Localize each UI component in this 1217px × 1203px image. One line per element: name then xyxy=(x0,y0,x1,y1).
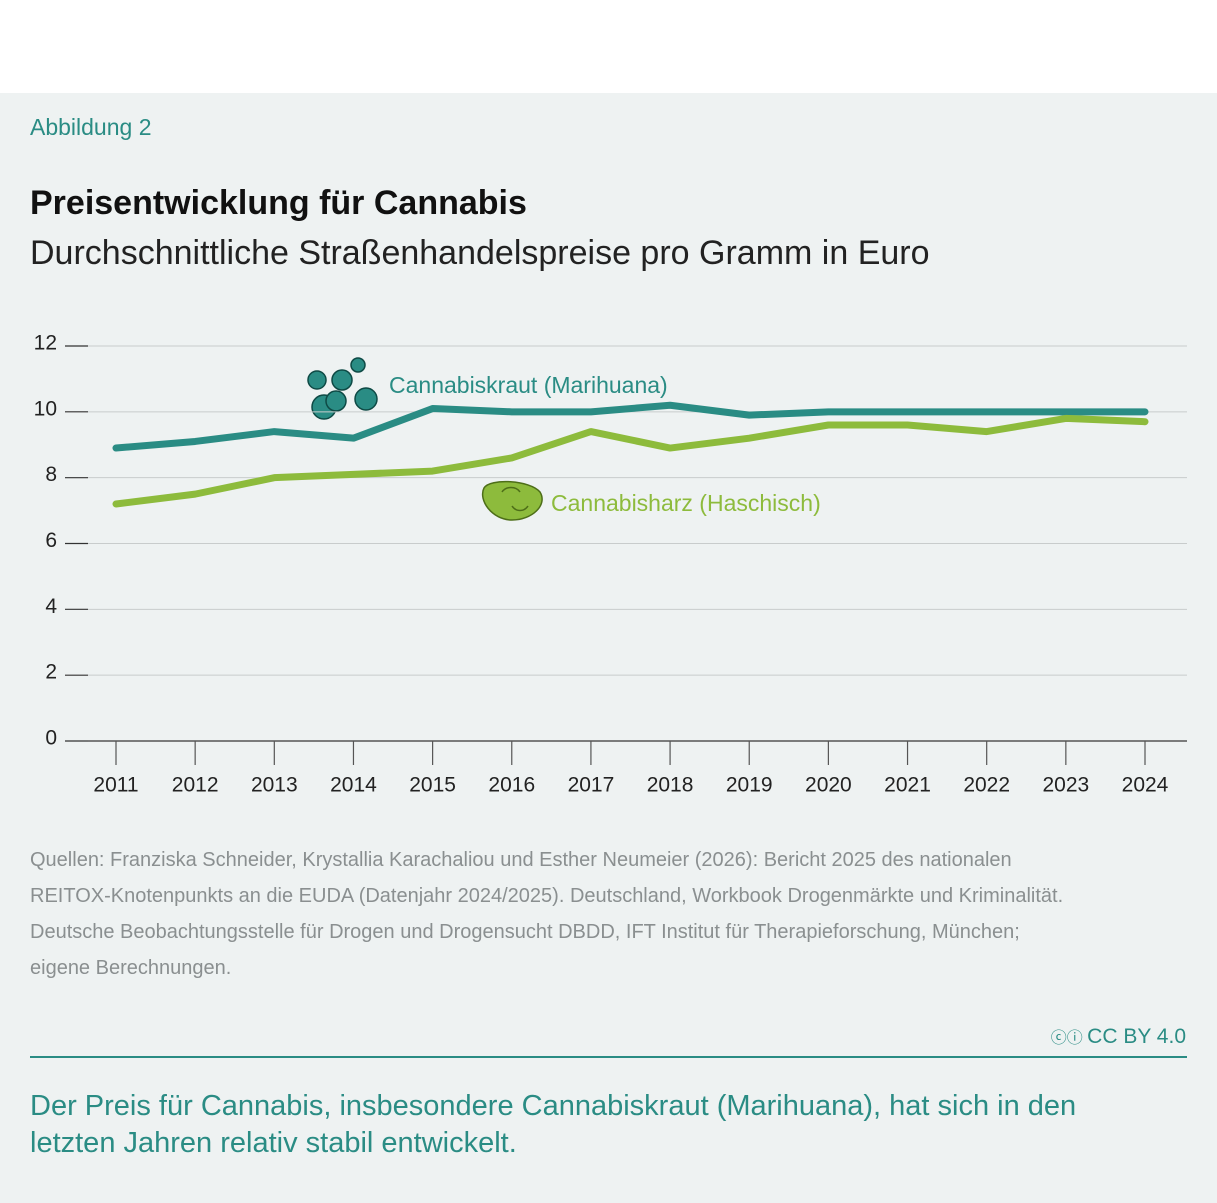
x-tick-label: 2020 xyxy=(805,774,852,797)
hash-icon xyxy=(481,480,543,521)
x-tick-label: 2011 xyxy=(93,774,138,797)
x-tick-label: 2015 xyxy=(409,774,456,797)
divider xyxy=(30,1056,1187,1058)
y-tick-label: 10 xyxy=(34,397,57,420)
x-tick-label: 2019 xyxy=(726,774,773,797)
figure-label: Abbildung 2 xyxy=(30,114,152,140)
chart-subtitle: Durchschnittliche Straßenhandelspreise p… xyxy=(30,234,930,272)
source: Quellen: Franziska Schneider, Krystallia… xyxy=(30,842,1063,986)
series-label: Cannabiskraut (Marihuana) xyxy=(389,372,668,398)
series-line xyxy=(112,401,1149,452)
chart: 0 2 4 6 8 10 12 2011 2012 2013 2014 2015 2016 2017 201… xyxy=(34,332,1187,797)
x-tick-label: 2024 xyxy=(1122,774,1169,797)
caption-line: letzten Jahren relativ stabil entwickelt… xyxy=(30,1127,517,1159)
series-label: Cannabisharz (Haschisch) xyxy=(551,490,821,516)
caption: Der Preis für Cannabis, insbesondere Can… xyxy=(30,1088,1076,1162)
x-tick-label: 2017 xyxy=(568,774,615,797)
x-tick-label: 2016 xyxy=(488,774,535,797)
caption-line: Der Preis für Cannabis, insbesondere Can… xyxy=(30,1090,1077,1122)
y-tick-label: 12 xyxy=(34,332,57,355)
x-tick-label: 2021 xyxy=(884,774,931,797)
y-tick-label: 6 xyxy=(45,529,57,552)
source-line: eigene Berechnungen. xyxy=(30,957,232,979)
weed-icon xyxy=(307,357,378,420)
license: ⓒⓘ CC BY 4.0 xyxy=(1051,1024,1186,1049)
x-tick-label: 2022 xyxy=(963,774,1010,797)
x-tick-label: 2012 xyxy=(172,774,219,797)
panel xyxy=(0,93,1217,1203)
source-line: Quellen: Franziska Schneider, Krystallia… xyxy=(30,849,1012,871)
chart-title: Preisentwicklung für Cannabis xyxy=(30,184,527,222)
y-tick-label: 0 xyxy=(45,727,57,750)
series-line xyxy=(112,414,1149,508)
y-tick-label: 4 xyxy=(45,595,57,618)
source-line: Deutsche Beobachtungsstelle für Drogen u… xyxy=(30,921,1020,943)
cc-icons: ⓒⓘ xyxy=(1050,1030,1088,1047)
x-tick-label: 2013 xyxy=(251,774,298,797)
y-tick-label: 8 xyxy=(45,463,57,486)
source-line: REITOX-Knotenpunkts an die EUDA (Datenja… xyxy=(30,885,1064,907)
license-text: CC BY 4.0 xyxy=(1087,1025,1186,1048)
x-tick-label: 2018 xyxy=(647,774,694,797)
y-tick-label: 2 xyxy=(45,661,57,684)
x-tick-label: 2023 xyxy=(1042,774,1089,797)
x-tick-label: 2014 xyxy=(330,774,377,797)
